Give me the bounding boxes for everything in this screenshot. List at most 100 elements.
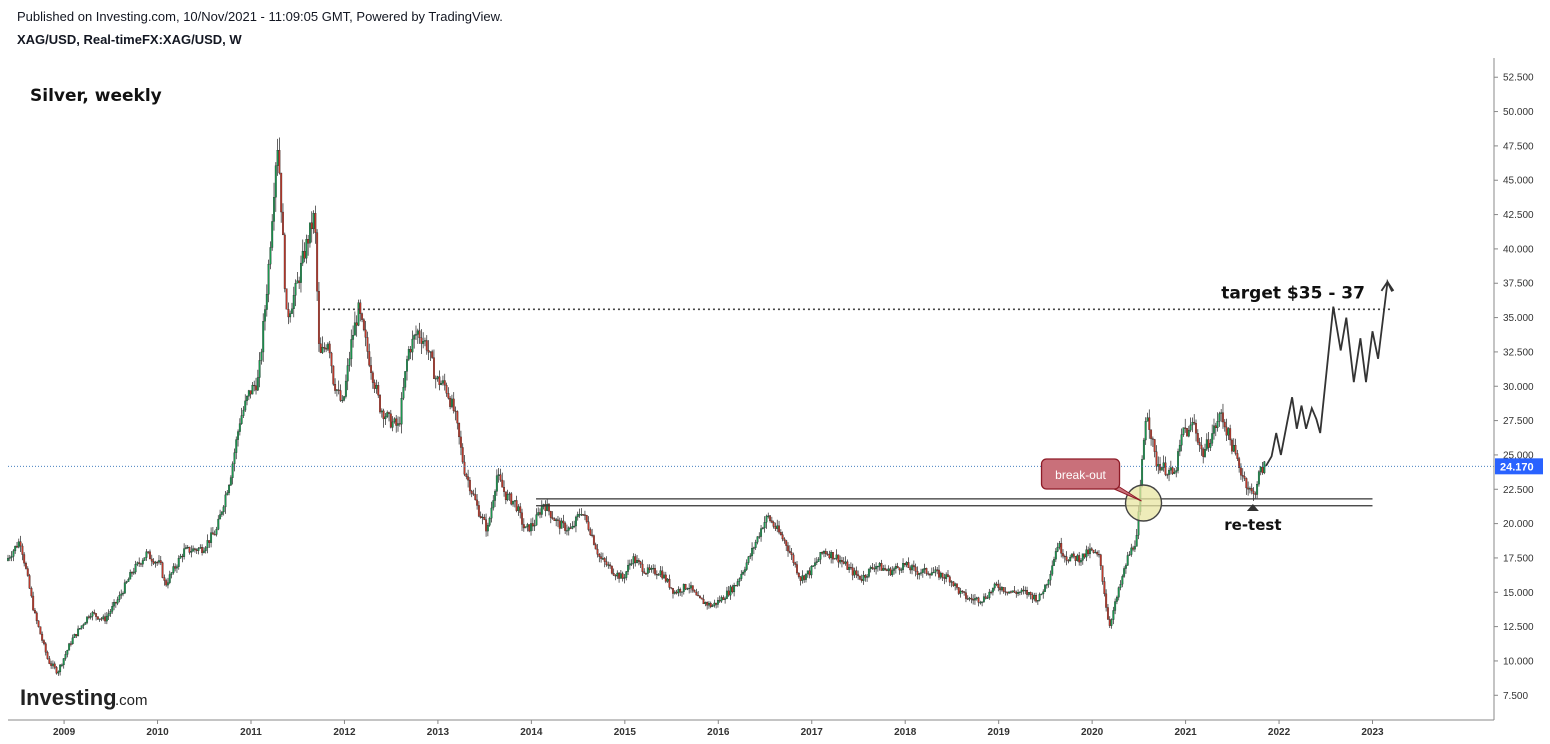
candle-body bbox=[826, 553, 829, 555]
candle-body bbox=[233, 452, 236, 465]
candle-body bbox=[1243, 476, 1246, 479]
candle-body bbox=[1250, 488, 1253, 492]
candle-body bbox=[1220, 412, 1223, 414]
breakout-circle bbox=[1124, 484, 1163, 522]
candle-body bbox=[672, 588, 674, 594]
candle-body bbox=[1256, 483, 1259, 495]
candle-body bbox=[1038, 594, 1041, 601]
candle-body bbox=[673, 591, 676, 594]
candle-body bbox=[276, 150, 279, 166]
price-tick-label: 7.500 bbox=[1503, 691, 1528, 702]
candle-body bbox=[98, 618, 101, 620]
candle-body bbox=[409, 349, 412, 353]
candle-body bbox=[1234, 444, 1237, 454]
candle-body bbox=[249, 390, 252, 395]
candle-body bbox=[300, 262, 302, 283]
candle-body bbox=[468, 479, 471, 492]
chart-title: Silver, weekly bbox=[30, 86, 162, 106]
candle-body bbox=[1130, 547, 1133, 555]
plot-area: target $35 - 37 break-out re-test bbox=[7, 137, 1494, 676]
candle-body bbox=[607, 564, 610, 566]
candle-body bbox=[549, 511, 552, 518]
candle-body bbox=[1151, 438, 1154, 440]
candle-body bbox=[583, 514, 586, 516]
candle-body bbox=[1198, 442, 1201, 446]
price-tick-label: 22.500 bbox=[1503, 485, 1534, 496]
candle-body bbox=[630, 563, 633, 565]
candle-body bbox=[82, 624, 85, 626]
candle-body bbox=[459, 436, 462, 448]
candle-body bbox=[555, 519, 558, 522]
candle-body bbox=[467, 476, 470, 481]
candle-body bbox=[1263, 461, 1266, 474]
candle-body bbox=[1060, 543, 1063, 554]
candle-body bbox=[654, 568, 656, 575]
candle-body bbox=[62, 658, 65, 666]
candle-body bbox=[679, 589, 682, 593]
candle-body bbox=[1213, 425, 1215, 434]
candle-body bbox=[1259, 466, 1262, 472]
candle-body bbox=[567, 527, 570, 531]
price-axis[interactable]: 7.500 10.000 12.500 15.000 17.500 20.000 22.50… bbox=[1493, 58, 1550, 744]
candle-body bbox=[397, 423, 399, 426]
candle-body bbox=[752, 547, 755, 549]
candle-body bbox=[686, 588, 689, 590]
candle-body bbox=[350, 339, 353, 360]
candle-body bbox=[1036, 600, 1039, 602]
time-axis[interactable]: 2009 2010 2011 2012 2013 2014 2015 2016 2017 2018… bbox=[8, 719, 1494, 738]
candle-body bbox=[1191, 421, 1194, 426]
candle-body bbox=[158, 560, 160, 563]
candle-body bbox=[193, 548, 196, 550]
candle-body bbox=[1180, 434, 1183, 446]
candle-body bbox=[916, 570, 919, 575]
candle-body bbox=[461, 447, 464, 463]
candle-body bbox=[422, 341, 425, 344]
candle-body bbox=[956, 583, 958, 588]
candle-body bbox=[105, 615, 108, 622]
candle-body bbox=[1153, 439, 1156, 452]
candle-body bbox=[1024, 590, 1027, 592]
candle-body bbox=[1074, 556, 1077, 561]
candle-body bbox=[21, 545, 24, 555]
candle-body bbox=[330, 352, 333, 367]
price-tick-label: 37.500 bbox=[1503, 279, 1534, 290]
candle-body bbox=[168, 574, 171, 583]
candle-body bbox=[1106, 607, 1109, 620]
candle-body bbox=[136, 562, 139, 565]
candle-body bbox=[823, 551, 825, 554]
candle-body bbox=[1092, 549, 1095, 553]
candle-body bbox=[517, 506, 520, 511]
candle-body bbox=[1175, 470, 1178, 473]
candle-body bbox=[260, 351, 263, 361]
candle-body bbox=[645, 573, 647, 575]
candle-body bbox=[796, 564, 798, 574]
candle-body bbox=[1169, 467, 1172, 471]
candle-body bbox=[1112, 610, 1115, 620]
candle-body bbox=[1105, 593, 1108, 608]
candle-body bbox=[681, 591, 683, 593]
candle-body bbox=[353, 322, 356, 336]
candle-body bbox=[587, 521, 590, 530]
candle-body bbox=[499, 474, 502, 481]
candle-body bbox=[210, 532, 213, 543]
candle-body bbox=[632, 556, 635, 564]
candle-body bbox=[1189, 424, 1192, 431]
candle-body bbox=[307, 239, 310, 244]
candle-body bbox=[503, 487, 506, 492]
candle-body bbox=[997, 583, 1000, 588]
candle-body bbox=[979, 602, 982, 604]
candle-body bbox=[1045, 584, 1048, 586]
candle-body bbox=[690, 585, 692, 589]
candle-body bbox=[424, 340, 426, 342]
candle-body bbox=[32, 595, 35, 611]
candle-body bbox=[1022, 589, 1025, 591]
candle-body bbox=[783, 538, 786, 541]
candle-body bbox=[891, 570, 894, 576]
candle-body bbox=[229, 477, 232, 486]
candle-body bbox=[582, 514, 585, 516]
candle-body bbox=[1133, 546, 1136, 550]
candle-body bbox=[851, 567, 854, 576]
candle-body bbox=[1182, 427, 1185, 435]
candle-body bbox=[833, 558, 836, 560]
